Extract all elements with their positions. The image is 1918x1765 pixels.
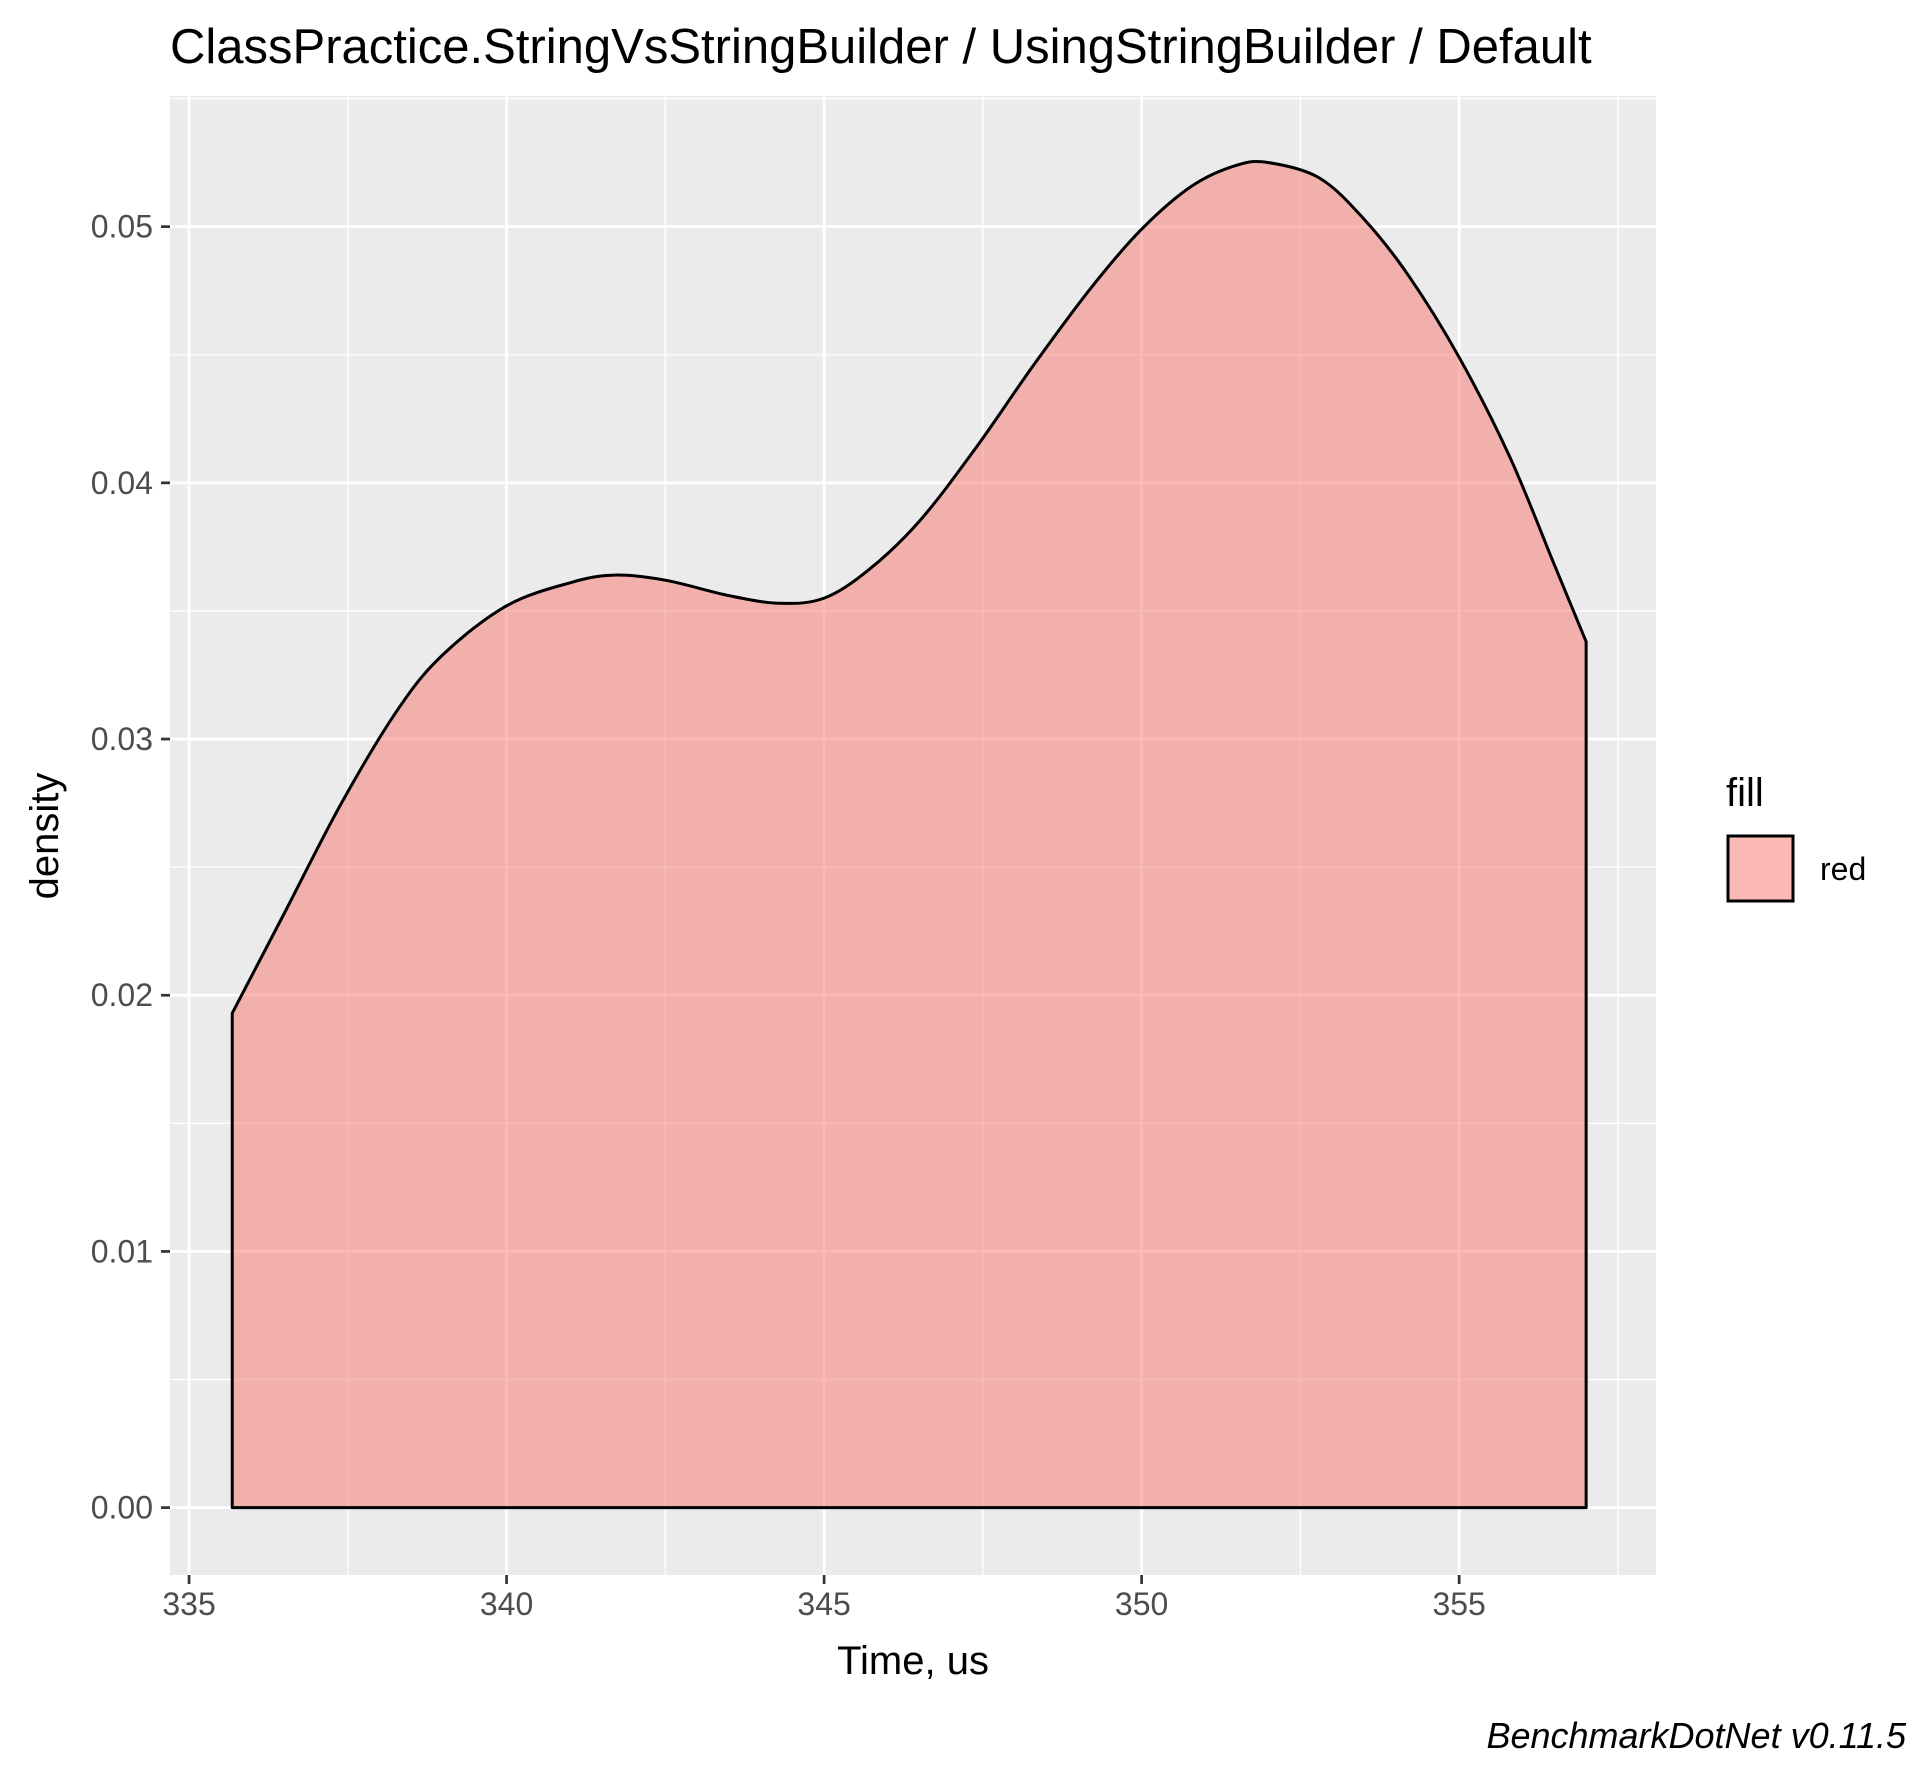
y-tick-label: 0.01 [91, 1233, 153, 1269]
chart-title: ClassPractice.StringVsStringBuilder / Us… [170, 20, 1592, 74]
x-tick-label: 335 [162, 1586, 215, 1622]
y-tick-label: 0.04 [91, 465, 153, 501]
y-tick-label: 0.02 [91, 977, 153, 1013]
x-tick-label: 345 [797, 1586, 850, 1622]
x-tick-label: 355 [1432, 1586, 1485, 1622]
legend-label-red: red [1820, 851, 1866, 887]
legend-key-red [1726, 834, 1795, 903]
caption: BenchmarkDotNet v0.11.5 [1486, 1715, 1907, 1756]
y-axis-title: density [23, 773, 67, 900]
y-axis-ticks: 0.00 0.01 0.02 0.03 0.04 0.05 [91, 209, 170, 1526]
x-tick-label: 350 [1115, 1586, 1168, 1622]
density-area [230, 159, 1588, 1510]
x-axis-ticks: 335 340 345 350 355 [162, 1575, 1486, 1622]
y-tick-label: 0.00 [91, 1490, 153, 1526]
x-axis-title: Time, us [837, 1639, 989, 1683]
legend-title: fill [1726, 771, 1764, 815]
y-tick-label: 0.03 [91, 721, 153, 757]
x-tick-label: 340 [480, 1586, 533, 1622]
legend: fill red [1726, 771, 1866, 903]
y-tick-label: 0.05 [91, 209, 153, 245]
